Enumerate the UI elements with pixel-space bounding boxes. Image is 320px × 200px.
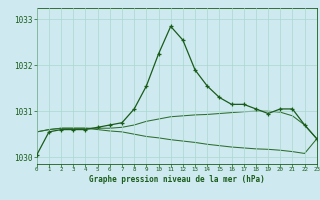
X-axis label: Graphe pression niveau de la mer (hPa): Graphe pression niveau de la mer (hPa) [89, 175, 265, 184]
